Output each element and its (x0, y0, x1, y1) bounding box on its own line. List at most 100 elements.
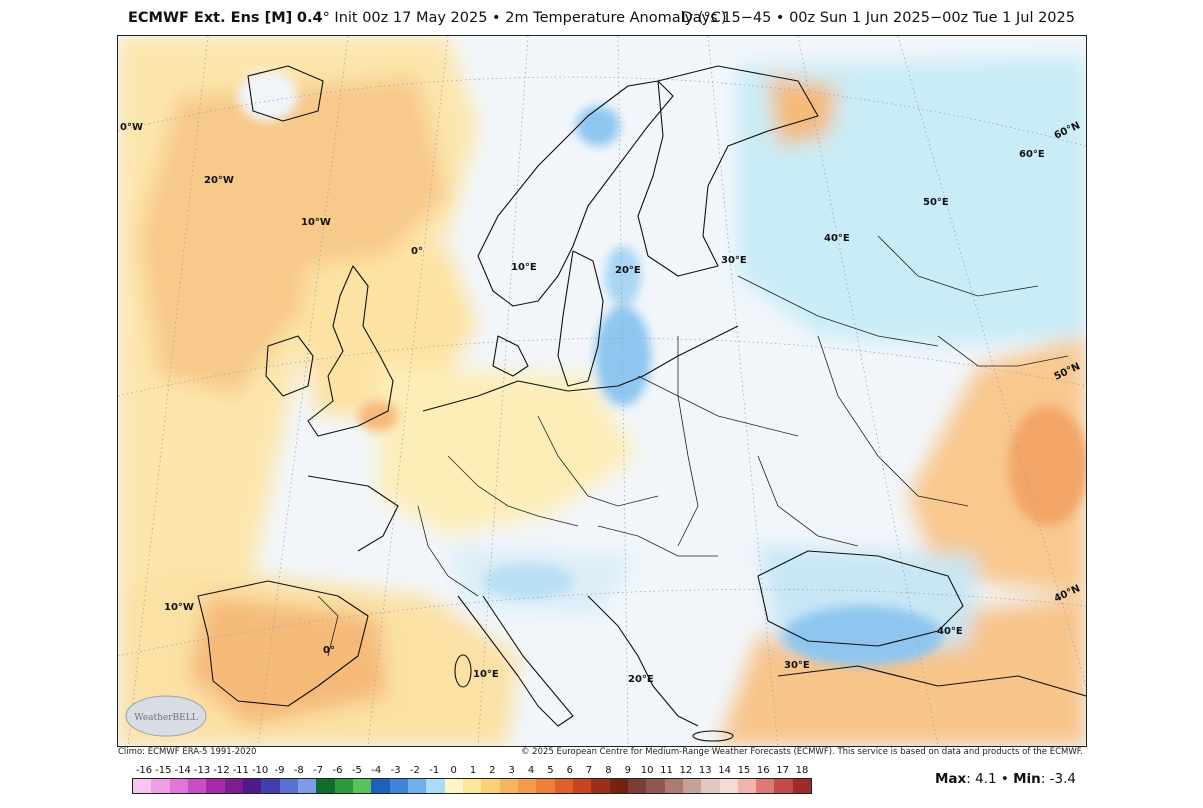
east-warm (908, 336, 1086, 596)
border-segment (637, 375, 799, 437)
colorbar-swatch (627, 779, 647, 793)
border-segment (447, 455, 579, 527)
colorbar-tick-label: 14 (718, 765, 731, 776)
colorbar-swatch (242, 779, 262, 793)
balkans-coast (587, 595, 699, 727)
colorbar-swatch (133, 779, 152, 793)
colorbar-tick-label: 5 (547, 765, 554, 776)
variable-close: ) (720, 10, 727, 26)
colorbar-swatch (316, 779, 335, 793)
meridian-50e (897, 36, 1086, 687)
colorbar-tick-label: -13 (193, 765, 211, 776)
colorbar-tick-label: -2 (409, 765, 420, 776)
map-canvas: 0°W 20°W 10°W 0° 10°E 20°E 30°E 40°E 50°… (118, 36, 1086, 746)
colorbar-swatch (371, 779, 390, 793)
lon-label-0: 0° (411, 246, 423, 257)
colorbar-tick-label: -14 (174, 765, 191, 776)
black-sea-core (783, 606, 943, 666)
colorbar-swatch (609, 779, 628, 793)
colorbar-swatch (499, 779, 518, 793)
lon-label-0w: 0°W (120, 122, 143, 133)
colorbar-tick-label: -9 (274, 765, 285, 776)
lon-label-30e: 30°E (721, 255, 747, 266)
scandinavia-west-coast (477, 80, 674, 307)
colorbar-swatch (646, 779, 665, 793)
anomaly-fields (118, 36, 1086, 746)
anomaly-map[interactable]: 0°W 20°W 10°W 0° 10°E 20°E 30°E 40°E 50°… (117, 35, 1087, 747)
france-west-coast (307, 475, 399, 552)
colorbar-tick-label: -3 (390, 765, 401, 776)
colorbar-tick-label: -12 (213, 765, 230, 776)
logo-shape (125, 695, 207, 737)
border-segment (817, 335, 969, 507)
central-europe-warm (378, 366, 638, 536)
turkey-south-coast (777, 665, 1086, 697)
border-segment (417, 505, 479, 597)
colorbar-swatch (444, 779, 463, 793)
copyright-credit: © 2025 European Centre for Medium-Range … (520, 747, 1083, 757)
anomaly-cores (238, 71, 1086, 666)
max-value: 4.1 (975, 771, 997, 787)
init-time: Init 00z 17 May 2025 (334, 10, 488, 26)
parallel-60n (118, 76, 1086, 147)
baltic-cool (595, 306, 651, 406)
min-label: Min (1013, 771, 1041, 787)
colorbar-tick-label: -15 (155, 765, 172, 776)
border-segment (737, 275, 939, 347)
max-min-readout: Max: 4.1 • Min: -3.4 (934, 771, 1076, 787)
norway-cool (576, 106, 620, 146)
max-label: Max (934, 771, 967, 787)
colorbar-tick-label: 12 (679, 765, 693, 776)
colorbar-tick-label: -5 (351, 765, 362, 776)
corsica-sardinia-coast (454, 654, 472, 688)
lon-label-40e-south: 40°E (937, 626, 963, 637)
country-borders (317, 235, 1069, 657)
colorbar-tick-label: 10 (640, 765, 654, 776)
colorbar-tick-label: 1 (469, 765, 477, 776)
border-segment (937, 335, 1069, 367)
lon-label-40e: 40°E (824, 233, 850, 244)
great-britain-coast (307, 265, 394, 437)
colorbar-tick-label: 9 (624, 765, 631, 776)
lon-label-10w-south: 10°W (164, 602, 194, 613)
colorbar-tick-label: -16 (135, 765, 153, 776)
lon-label-30e-south: 30°E (784, 660, 810, 671)
colorbar-swatch (352, 779, 372, 793)
volga-warm (1008, 406, 1086, 526)
lon-label-20w: 20°W (204, 175, 234, 186)
graticule (118, 36, 1086, 746)
colorbar-swatch (701, 779, 720, 793)
colorbar-swatch (279, 779, 298, 793)
title-bullet: • (492, 10, 501, 26)
colorbar-tick-label: 7 (585, 765, 593, 776)
meridian-40e (797, 36, 939, 746)
climo-credit: Climo: ECMWF ERA-5 1991-2020 (118, 747, 257, 757)
lon-label-20e: 20°E (615, 265, 641, 276)
atlantic-warm-core (138, 76, 448, 396)
colorbar-tick-label: 11 (660, 765, 673, 776)
lon-label-10w: 10°W (301, 217, 331, 228)
iberia-warm-core (188, 596, 388, 726)
colorbar-tick-label: -7 (313, 765, 324, 776)
colorbar-tick-label: 0 (450, 765, 457, 776)
iceland-coast (247, 65, 324, 122)
colorbar-swatch (426, 779, 445, 793)
bothnia-cool (605, 246, 641, 306)
colorbar-tick-label: -6 (332, 765, 343, 776)
italy-coast (457, 595, 574, 727)
colorbar-swatch (554, 779, 573, 793)
colorbar-ticks: -16 -15 -14 -13 -12 -11 -10 -9 -8 -7 -6 -5 -4 -3 -2 -1 0… (132, 765, 812, 777)
meridian-0 (367, 36, 449, 746)
colorbar-tick-label: -4 (371, 765, 382, 776)
colorbar-tick-label: -10 (251, 765, 269, 776)
stats-bullet: • (1000, 771, 1009, 787)
colorbar-swatch (774, 779, 793, 793)
border-segment (317, 595, 339, 657)
valid-range: Days 15−45 • 00z Sun 1 Jun 2025−00z Tue … (681, 10, 1075, 26)
colorbar-swatch (187, 779, 207, 793)
map-title: ECMWF Ext. Ens [M] 0.4° Init 00z 17 May … (128, 10, 727, 26)
colorbar-tick-label: 8 (605, 765, 612, 776)
lon-label-50e: 50°E (923, 197, 949, 208)
colorbar (132, 778, 812, 794)
sweden-baltic-coast (557, 250, 604, 387)
